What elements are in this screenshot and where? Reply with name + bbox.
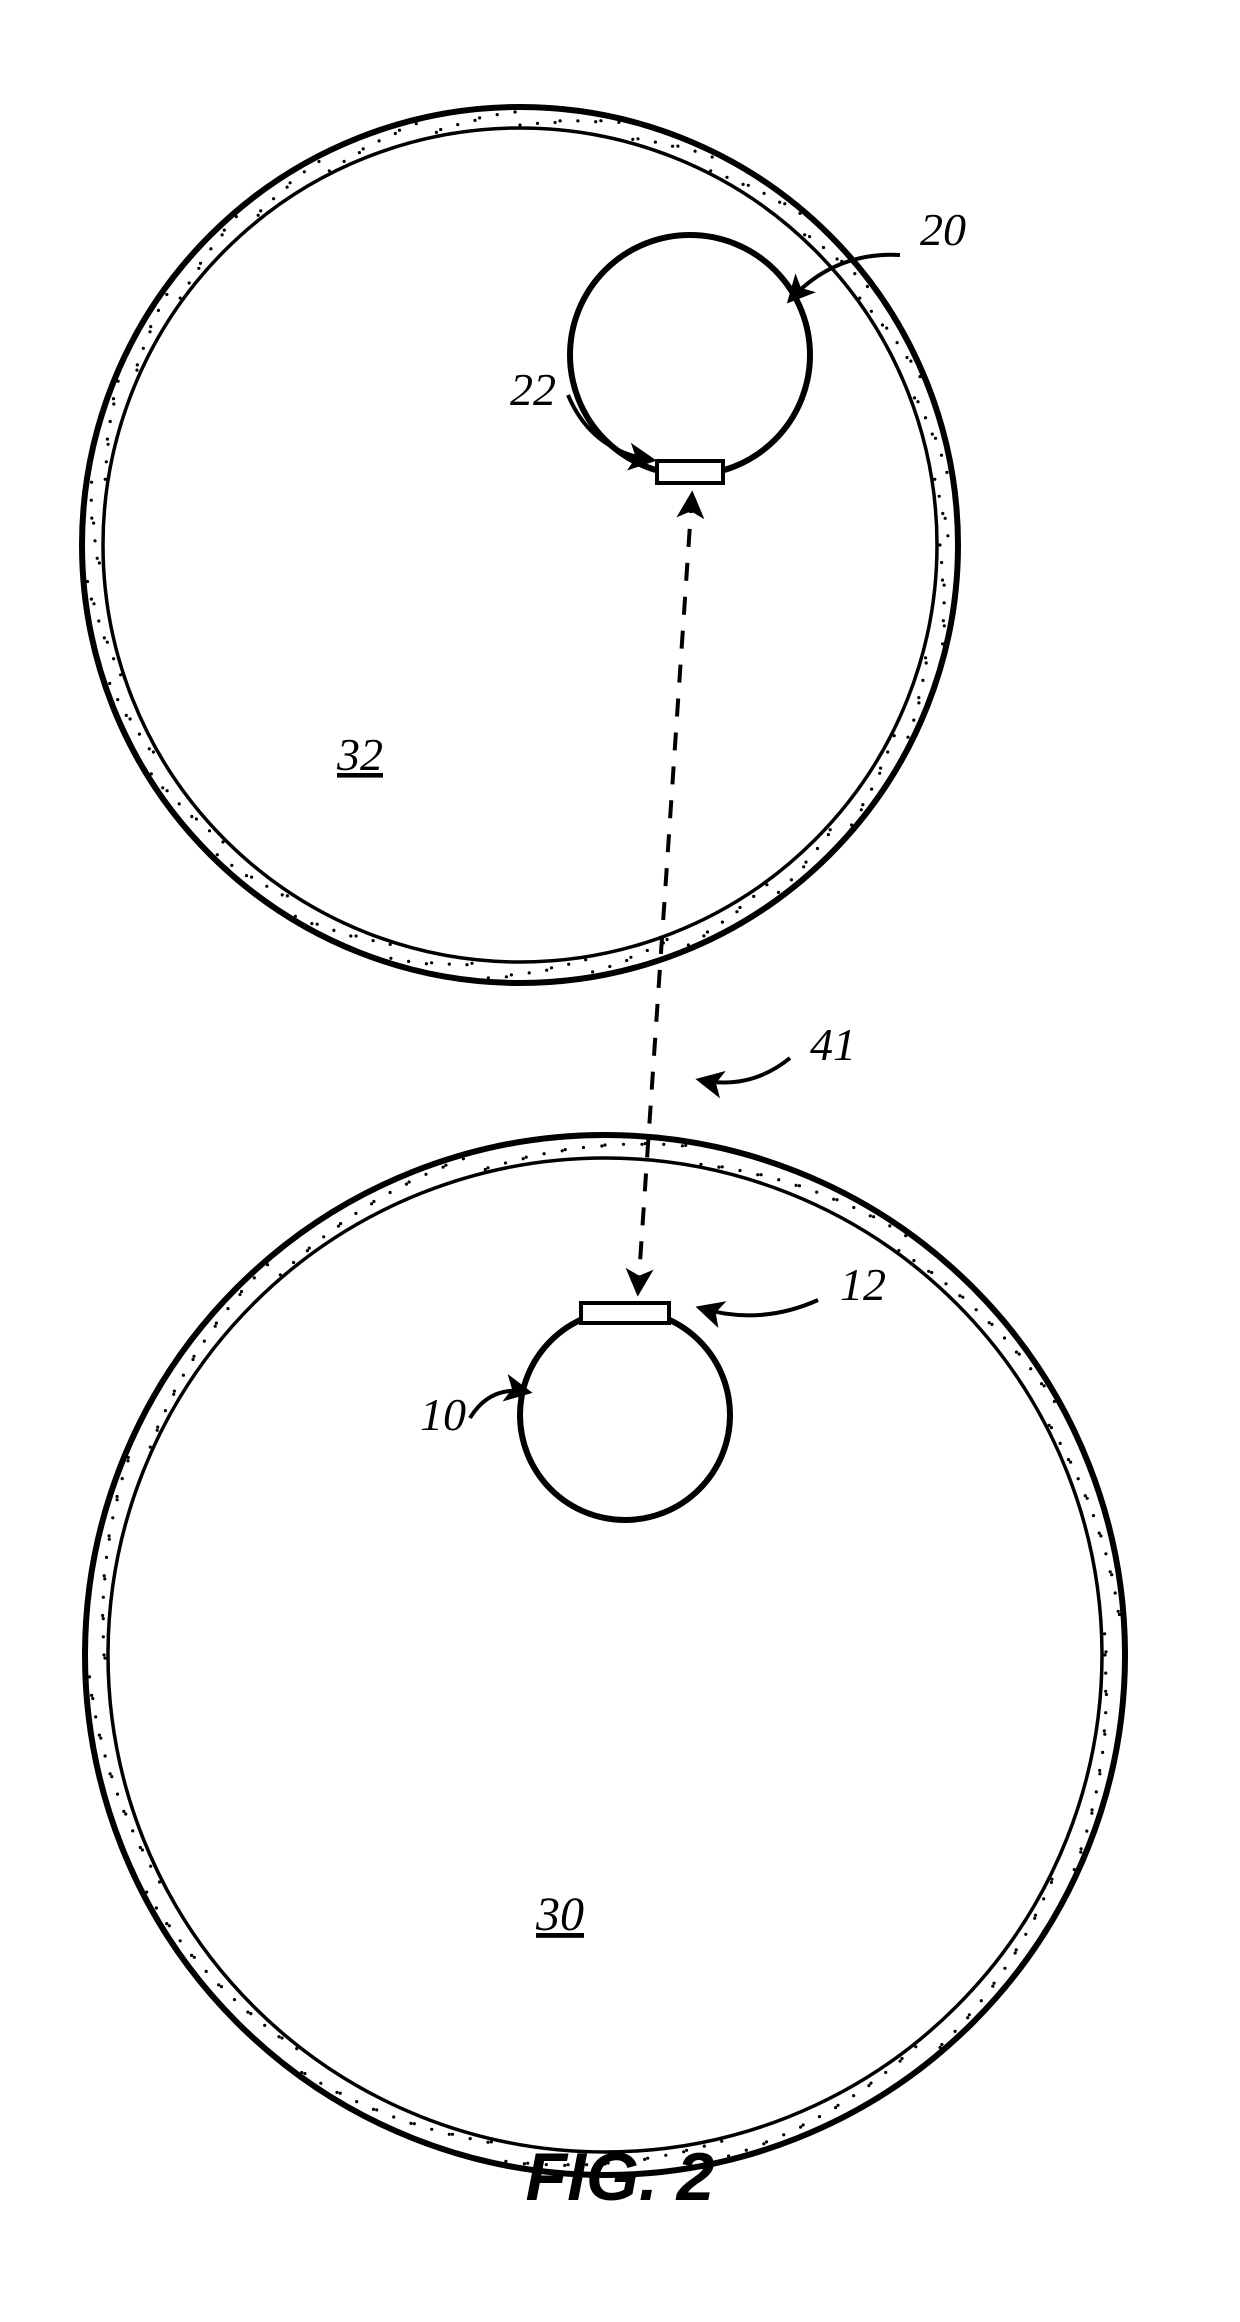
- communication-link: [638, 495, 692, 1292]
- ref-10-label: 10: [420, 1389, 466, 1440]
- lower-celestial-body: 30: [85, 1135, 1125, 2175]
- patent-figure: 32 20 22 30 12 10 41 FIG. 2: [0, 0, 1240, 2322]
- ref-32-label: 32: [336, 729, 383, 780]
- ref-12-label: 12: [840, 1259, 886, 1310]
- figure-svg: 32 20 22 30 12 10 41 FIG. 2: [0, 0, 1240, 2322]
- upper-celestial-body: 32: [82, 107, 958, 983]
- leader-41: [700, 1058, 790, 1083]
- figure-caption: FIG. 2: [526, 2139, 715, 2215]
- ref-22-label: 22: [510, 364, 556, 415]
- ref-20-label: 20: [920, 204, 966, 255]
- ref-41-label: 41: [810, 1019, 856, 1070]
- lower-satellite: 12 10: [420, 1259, 886, 1520]
- ref-30-label: 30: [535, 1888, 584, 1941]
- leader-20: [790, 255, 900, 300]
- leader-12: [700, 1300, 818, 1315]
